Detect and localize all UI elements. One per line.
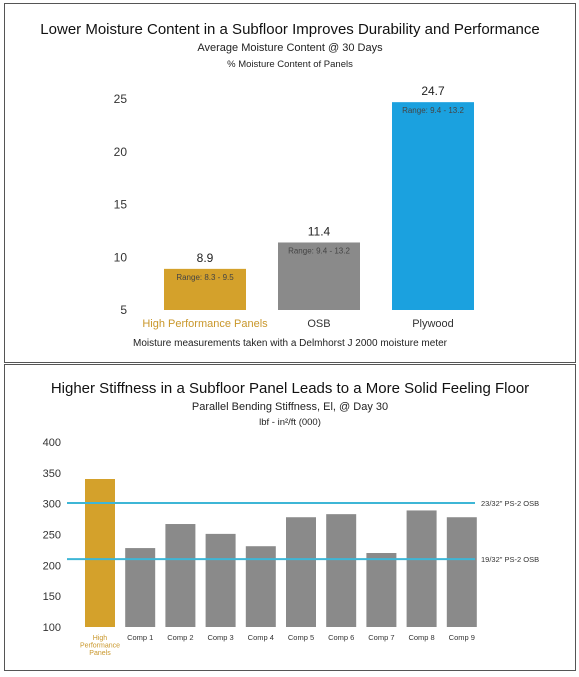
x-tick-label: Comp 5 (288, 633, 314, 642)
stiffness-bar-chart: 100 150 200 250 300 350 400 High Performance Pane… (43, 437, 539, 657)
range-label: Range: 9.4 - 13.2 (288, 246, 350, 255)
bar (286, 517, 316, 627)
x-tick-label: Comp 7 (368, 633, 394, 642)
bar (406, 510, 437, 627)
bar (366, 553, 397, 627)
data-label: 11.4 (308, 224, 331, 238)
bar (446, 517, 477, 627)
chart-title: Lower Moisture Content in a Subfloor Imp… (40, 21, 540, 38)
bar (326, 514, 357, 627)
chart-footnote: Moisture measurements taken with a Delmh… (132, 338, 447, 349)
bar (205, 533, 236, 627)
y-tick-label: 200 (43, 560, 61, 572)
y-tick-label: 250 (43, 530, 61, 542)
x-tick-label: Comp 2 (167, 633, 193, 642)
chart-unit-label: % Moisture Content of Panels (227, 59, 353, 70)
y-tick-label: 25 (114, 92, 128, 106)
bar (392, 102, 474, 310)
bar (164, 268, 246, 310)
bar (125, 548, 156, 627)
y-tick-label: 20 (114, 145, 128, 159)
x-tick-label: Comp 6 (328, 633, 354, 642)
chart-subtitle: Average Moisture Content @ 30 Days (197, 42, 383, 54)
x-tick-label: Comp 8 (408, 633, 434, 642)
x-tick-label: OSB (307, 318, 330, 330)
stiffness-chart-panel: Higher Stiffness in a Subfloor Panel Lea… (4, 364, 576, 671)
moisture-chart-panel: Lower Moisture Content in a Subfloor Imp… (4, 3, 576, 363)
moisture-bar-chart: 5 10 15 20 25 8.9 Range: 8.3 - 9.5 High Perform… (114, 84, 474, 330)
range-label: Range: 8.3 - 9.5 (176, 273, 234, 282)
x-tick-label: Comp 1 (127, 633, 153, 642)
y-tick-label: 150 (43, 591, 61, 603)
range-label: Range: 9.4 - 13.2 (402, 106, 464, 115)
y-tick-label: 300 (43, 499, 61, 511)
x-tick-label: Plywood (412, 318, 454, 330)
y-tick-label: 100 (43, 622, 61, 634)
reference-line-label: 19/32" PS-2 OSB (481, 555, 539, 564)
x-tick-label: High Performance Panels (80, 635, 120, 657)
reference-line-label: 23/32" PS-2 OSB (481, 499, 539, 508)
x-tick-label: High Performance Panels (142, 318, 268, 330)
bar (165, 524, 196, 627)
x-tick-label: Comp 9 (449, 633, 475, 642)
y-tick-label: 400 (43, 437, 61, 449)
y-tick-label: 10 (114, 250, 128, 264)
chart-title: Higher Stiffness in a Subfloor Panel Lea… (50, 380, 530, 397)
x-tick-label: Comp 3 (207, 633, 233, 642)
y-tick-label: 350 (43, 468, 61, 480)
x-tick-label: Comp 4 (248, 633, 274, 642)
y-tick-label: 5 (120, 303, 127, 317)
bar (85, 479, 115, 627)
chart-subtitle: Parallel Bending Stiffness, El, @ Day 30 (191, 401, 389, 413)
data-label: 8.9 (197, 251, 214, 265)
chart-unit-label: lbf - in²/ft (000) (259, 417, 321, 428)
data-label: 24.7 (421, 84, 445, 98)
bar (278, 242, 360, 310)
y-tick-label: 15 (114, 198, 128, 212)
